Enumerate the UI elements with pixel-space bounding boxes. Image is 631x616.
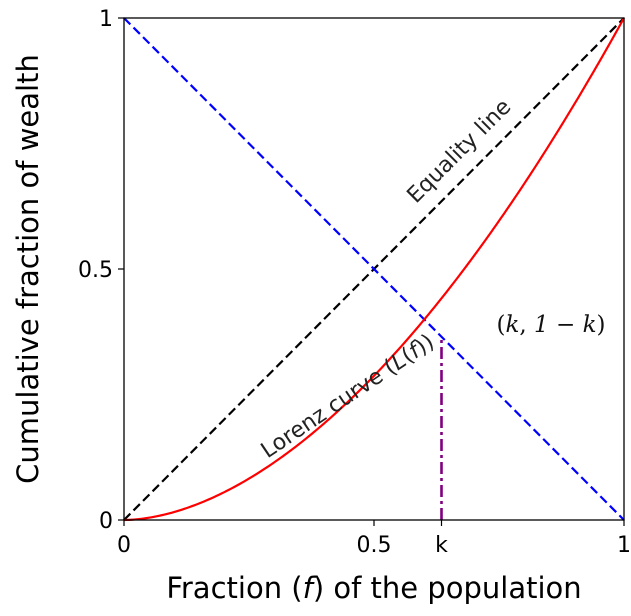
point-label-open: ( bbox=[497, 312, 506, 338]
x-axis-label-prefix: Fraction ( bbox=[166, 571, 302, 605]
x-axis-label-suffix: ) of the population bbox=[313, 571, 582, 605]
point-label-close: ) bbox=[597, 312, 606, 338]
point-label-k: k bbox=[505, 312, 519, 338]
x-tick-label-2: k bbox=[435, 533, 448, 558]
x-tick-label-0: 0 bbox=[117, 533, 131, 558]
x-axis-label: Fraction (f) of the population bbox=[166, 571, 581, 605]
y-tick-label-1: 0.5 bbox=[78, 258, 113, 283]
intersection-point-label: (k, 1 − k) bbox=[497, 312, 606, 338]
x-tick-label-3: 1 bbox=[617, 533, 631, 558]
y-axis-label: Cumulative fraction of wealth bbox=[11, 54, 45, 484]
point-label-sep: , bbox=[519, 312, 534, 338]
ticks-layer: 0 0.5 k 1 0 0.5 1 bbox=[78, 7, 631, 558]
y-tick-label-0: 0 bbox=[99, 509, 113, 534]
y-tick-label-2: 1 bbox=[99, 7, 113, 32]
series-1-line bbox=[123, 17, 625, 521]
series-layer bbox=[123, 17, 625, 522]
x-tick-label-1: 0.5 bbox=[357, 533, 392, 558]
lorenz-curve-l-f-line bbox=[123, 17, 625, 522]
point-label-one-minus-k: 1 − k bbox=[534, 312, 596, 338]
